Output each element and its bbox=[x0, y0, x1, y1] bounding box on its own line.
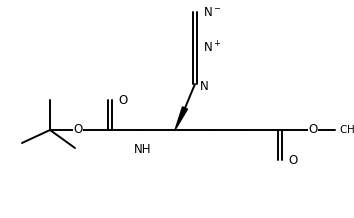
Text: O: O bbox=[118, 94, 127, 107]
Text: N$^-$: N$^-$ bbox=[203, 5, 222, 19]
Polygon shape bbox=[175, 107, 188, 130]
Text: CH$_3$: CH$_3$ bbox=[339, 123, 354, 137]
Text: N: N bbox=[200, 80, 209, 92]
Text: NH: NH bbox=[134, 143, 152, 156]
Text: O: O bbox=[288, 153, 297, 167]
Text: N$^+$: N$^+$ bbox=[203, 40, 222, 56]
Text: O: O bbox=[308, 123, 318, 136]
Text: O: O bbox=[73, 123, 82, 136]
